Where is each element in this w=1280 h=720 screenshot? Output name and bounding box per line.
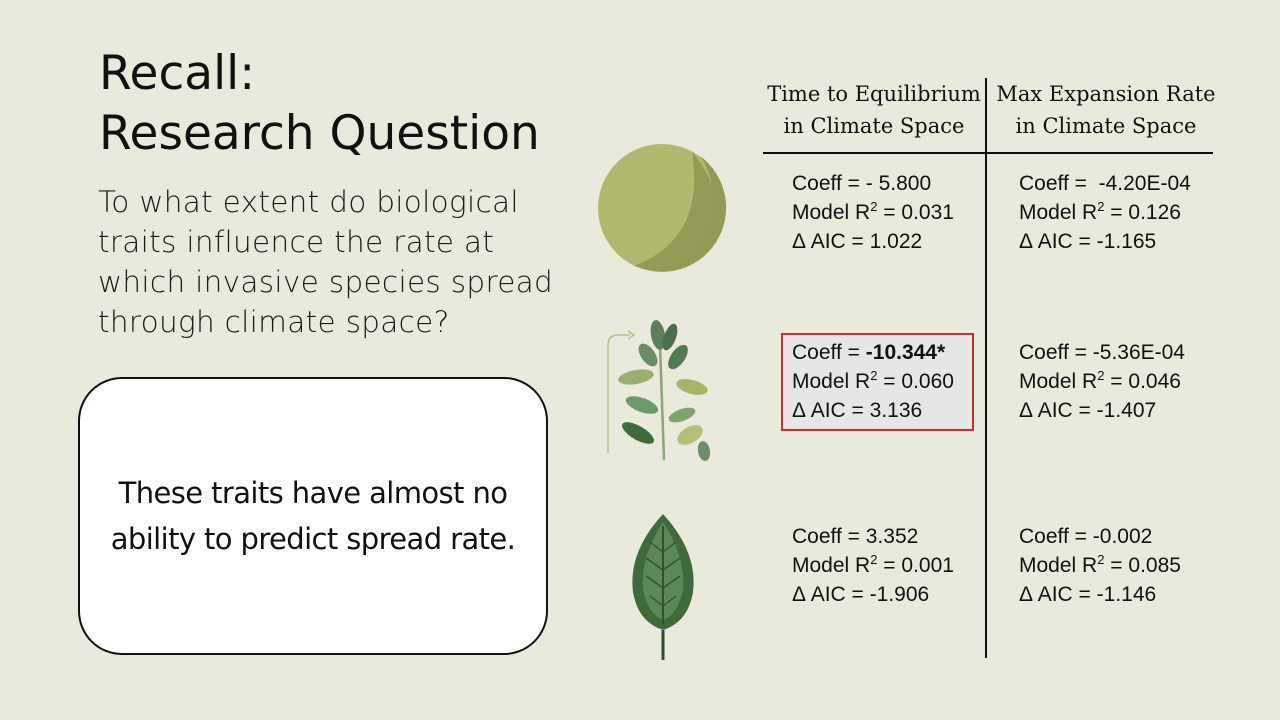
title-line-2: Research Question <box>99 106 540 161</box>
coeff-line: Coeff = -5.36E-04 <box>1019 341 1185 364</box>
aic-line: Δ AIC = 1.022 <box>792 230 923 253</box>
coeff-line: Coeff = 3.352 <box>792 525 919 548</box>
significant-result-highlight <box>781 333 974 431</box>
table-column-divider <box>985 78 987 658</box>
growing-plant-icon <box>607 320 711 461</box>
cell-row2-rate: Coeff = -5.36E-04 Model R2 = 0.046 Δ AIC… <box>1019 338 1185 425</box>
aic-line: Δ AIC = -1.165 <box>1019 230 1157 253</box>
aic-line: Δ AIC = -1.146 <box>1019 583 1157 606</box>
column-header-rate-line-2: in Climate Space <box>1015 114 1197 138</box>
cell-row1-rate: Coeff = -4.20E-04 Model R2 = 0.126 Δ AIC… <box>1019 169 1191 256</box>
column-header-time-line-1: Time to Equilibrium <box>767 82 981 106</box>
cell-row3-rate: Coeff = -0.002 Model R2 = 0.085 Δ AIC = … <box>1019 522 1181 609</box>
table-header-divider <box>763 152 1213 154</box>
conclusion-text: These traits have almost no ability to p… <box>110 476 516 556</box>
column-header-rate-line-1: Max Expansion Rate <box>996 82 1216 106</box>
slide-title: Recall: Research Question <box>99 44 579 164</box>
coeff-line: Coeff = -4.20E-04 <box>1019 172 1191 195</box>
seed-sphere-icon <box>598 144 727 272</box>
r2-line: Model R2 = 0.031 <box>792 199 954 224</box>
r2-line: Model R2 = 0.060 <box>792 368 954 393</box>
aic-line: Δ AIC = -1.407 <box>1019 399 1157 422</box>
r2-line: Model R2 = 0.126 <box>1019 199 1181 224</box>
aic-line: Δ AIC = 3.136 <box>792 399 923 422</box>
coeff-line: Coeff = -0.002 <box>1019 525 1153 548</box>
column-header-time-line-2: in Climate Space <box>783 114 965 138</box>
title-line-1: Recall: <box>99 46 256 101</box>
r2-line: Model R2 = 0.046 <box>1019 368 1181 393</box>
column-header-max-expansion-rate: Max Expansion Rate in Climate Space <box>990 78 1222 142</box>
coeff-line: Coeff = -10.344* <box>792 341 946 364</box>
coeff-line: Coeff = - 5.800 <box>792 172 932 195</box>
research-question: To what extent do biological traits infl… <box>98 185 554 339</box>
leaf-icon <box>632 514 694 660</box>
conclusion-callout: These traits have almost no ability to p… <box>78 377 548 655</box>
column-header-time-to-equilibrium: Time to Equilibrium in Climate Space <box>763 78 985 142</box>
r2-line: Model R2 = 0.085 <box>1019 552 1181 577</box>
cell-row3-time: Coeff = 3.352 Model R2 = 0.001 Δ AIC = -… <box>792 522 954 609</box>
aic-line: Δ AIC = -1.906 <box>792 583 930 606</box>
cell-row1-time: Coeff = - 5.800 Model R2 = 0.031 Δ AIC =… <box>792 169 954 256</box>
cell-row2-time: Coeff = -10.344* Model R2 = 0.060 Δ AIC … <box>792 338 954 425</box>
r2-line: Model R2 = 0.001 <box>792 552 954 577</box>
